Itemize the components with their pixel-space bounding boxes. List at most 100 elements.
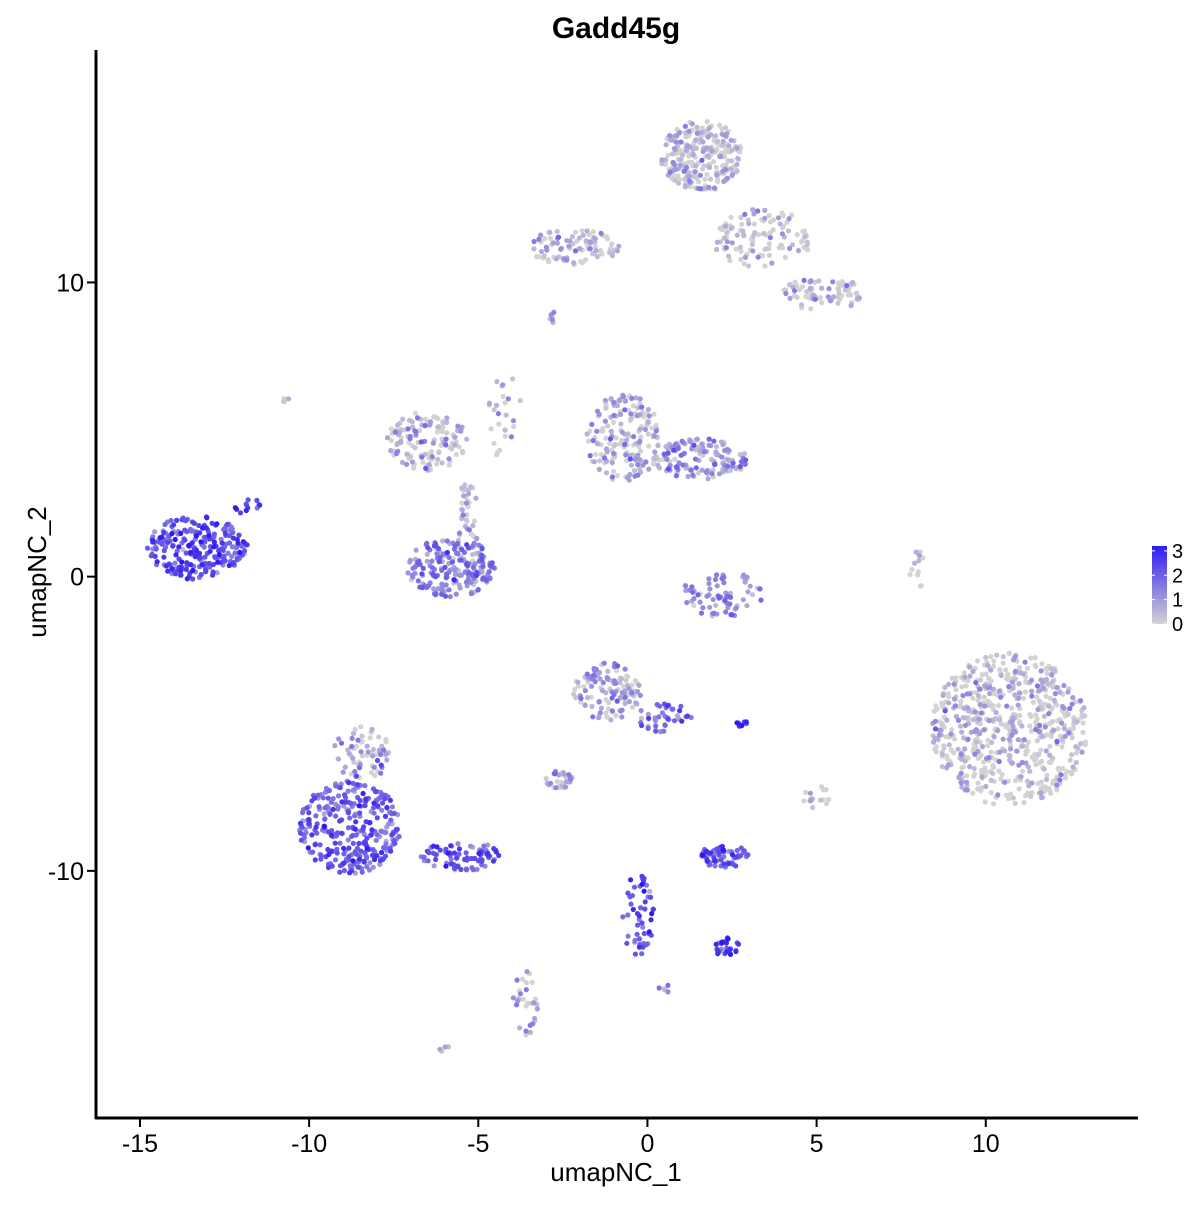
- data-point: [952, 696, 958, 702]
- data-point: [351, 759, 357, 765]
- data-point: [942, 684, 948, 691]
- data-point: [638, 708, 644, 714]
- data-point: [437, 1046, 443, 1052]
- data-point: [199, 562, 205, 568]
- data-point: [315, 792, 321, 798]
- data-point: [629, 704, 636, 710]
- data-point: [665, 466, 672, 472]
- data-point: [594, 408, 601, 414]
- data-point: [353, 773, 360, 779]
- data-point: [647, 888, 653, 895]
- data-point: [374, 815, 380, 821]
- data-point: [405, 570, 411, 576]
- data-point: [597, 710, 603, 716]
- data-point: [673, 133, 680, 139]
- data-point: [1029, 693, 1035, 699]
- data-point: [203, 568, 209, 574]
- data-point: [371, 800, 377, 806]
- data-point: [1021, 799, 1027, 806]
- data-point: [692, 169, 698, 175]
- data-point: [646, 443, 652, 449]
- data-point: [733, 246, 739, 252]
- data-point: [946, 700, 952, 706]
- data-point: [673, 166, 679, 172]
- data-point: [796, 287, 803, 293]
- data-point: [628, 462, 635, 468]
- data-point: [566, 772, 572, 778]
- data-point: [202, 539, 208, 545]
- data-point: [350, 780, 356, 787]
- data-point: [713, 602, 719, 608]
- data-point: [1036, 752, 1042, 758]
- data-point: [229, 544, 235, 550]
- data-point: [1038, 790, 1044, 796]
- data-point: [697, 172, 704, 178]
- data-point: [1055, 726, 1061, 732]
- data-point: [1059, 720, 1065, 726]
- data-point: [341, 860, 347, 866]
- x-tick-label: -5: [467, 1130, 489, 1158]
- data-point: [591, 459, 598, 465]
- data-point: [631, 468, 638, 474]
- data-point: [955, 746, 961, 752]
- data-point: [623, 452, 629, 458]
- data-point: [610, 419, 617, 425]
- data-point: [399, 459, 406, 465]
- data-point: [583, 238, 589, 244]
- data-point: [964, 787, 971, 793]
- data-point: [463, 579, 470, 585]
- data-point: [364, 835, 370, 841]
- data-point: [286, 396, 292, 402]
- data-point: [1017, 670, 1024, 676]
- data-point: [836, 290, 842, 296]
- data-point: [977, 739, 983, 746]
- data-point: [988, 777, 994, 783]
- data-point: [397, 429, 403, 435]
- data-point: [496, 421, 502, 427]
- data-point: [419, 585, 425, 591]
- data-point: [196, 522, 202, 529]
- data-point: [808, 306, 814, 312]
- data-point: [300, 810, 306, 816]
- data-point: [1033, 719, 1039, 725]
- data-point: [383, 841, 389, 847]
- data-point: [1043, 666, 1049, 672]
- data-point: [576, 235, 583, 241]
- data-point: [653, 422, 659, 428]
- data-point: [165, 568, 171, 574]
- data-point: [392, 840, 398, 847]
- data-point: [1050, 755, 1056, 761]
- data-point: [967, 691, 973, 697]
- data-point: [998, 672, 1004, 679]
- data-point: [452, 572, 458, 578]
- data-point: [703, 469, 709, 475]
- data-point: [603, 470, 610, 476]
- data-point: [623, 677, 629, 684]
- data-point: [573, 229, 579, 235]
- data-point: [962, 674, 968, 680]
- data-point: [1069, 752, 1075, 758]
- data-point: [637, 396, 643, 402]
- data-point: [452, 543, 458, 549]
- data-point: [236, 532, 242, 538]
- data-point: [345, 788, 351, 794]
- data-point: [442, 593, 449, 599]
- data-point: [714, 172, 720, 178]
- data-point: [150, 539, 156, 545]
- data-point: [439, 591, 445, 597]
- data-point: [830, 279, 836, 285]
- data-point: [724, 230, 730, 236]
- data-point: [503, 412, 509, 418]
- data-point: [634, 413, 641, 419]
- data-point: [1069, 735, 1075, 741]
- data-point: [703, 848, 709, 855]
- data-point: [1054, 685, 1060, 691]
- data-point: [689, 121, 695, 127]
- data-point: [500, 393, 506, 400]
- data-point: [672, 177, 678, 183]
- data-point: [587, 239, 593, 245]
- data-point: [979, 672, 985, 678]
- data-point: [944, 717, 950, 723]
- data-point: [227, 533, 233, 539]
- data-point: [556, 234, 562, 240]
